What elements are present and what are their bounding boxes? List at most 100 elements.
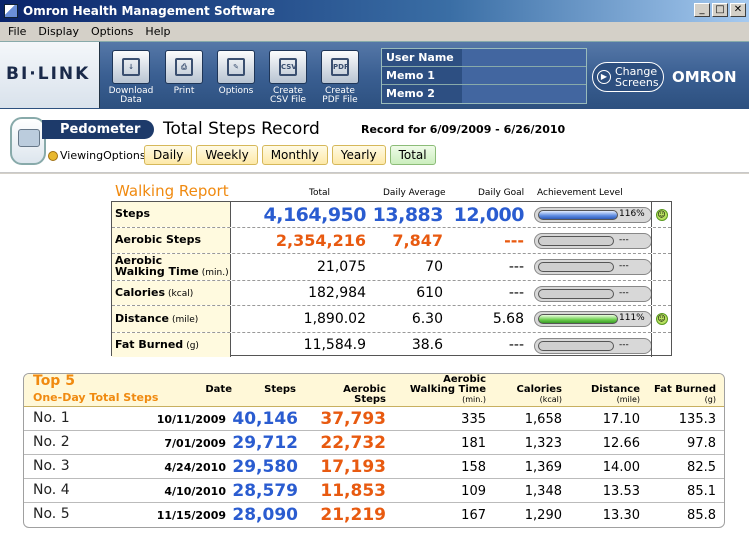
change-screens-label-2: Screens [615,76,659,89]
maximize-button[interactable]: □ [712,3,728,17]
change-screens-button[interactable]: ▶ Change Screens [592,62,664,92]
app-icon [4,4,18,18]
top5-table: Top 5 One-Day Total Steps Date Steps Aer… [23,373,725,528]
report-row-label: Aerobic Steps [112,228,231,253]
memo1-row: Memo 1 [382,67,586,85]
report-daily-average: 6.30 [368,306,443,332]
top5-steps: 28,090 [234,503,298,527]
user-name-row: User Name [382,49,586,67]
download-data-button[interactable]: ↓ Download Data [105,50,157,105]
col-fat-burned: Fat Burned (g) [650,385,716,405]
menu-bar: File Display Options Help [0,22,749,41]
minimize-button[interactable]: _ [694,3,710,17]
top5-aerobic-walking-time: 181 [424,431,486,455]
view-tabs: Daily Weekly Monthly Yearly Total [144,145,436,165]
csv-label-2: CSV File [262,96,314,105]
memo2-field[interactable] [462,85,586,103]
user-name-label: User Name [382,49,462,66]
pdf-icon: PDF [321,50,359,84]
top5-aerobic-steps: 37,793 [314,407,386,431]
top5-aerobic-walking-time: 109 [424,479,486,503]
tab-daily[interactable]: Daily [144,145,192,165]
report-row-label: Fat Burned (g) [112,333,231,357]
walking-report-title: Walking Report [115,182,229,200]
col-total: Total [309,188,330,198]
menu-options[interactable]: Options [85,25,139,38]
smile-icon: ☺ [656,313,668,325]
title-bar: Omron Health Management Software _ □ ✕ [0,0,749,22]
top5-row: No. 3 4/24/2010 29,580 17,193 158 1,369 14.00 8… [24,455,724,479]
top5-rank: No. 4 [33,482,70,498]
top5-rank: No. 5 [33,506,70,522]
top5-subtitle: One-Day Total Steps [33,391,158,404]
report-daily-average: 610 [368,281,443,305]
report-total: 182,984 [234,281,366,305]
col-daily-goal: Daily Goal [478,188,524,198]
report-daily-goal: --- [447,333,524,357]
report-row: Calories (kcal) 182,984 610 --- --- [112,281,671,306]
create-pdf-button[interactable]: PDF Create PDF File [314,50,366,105]
top5-distance: 14.00 [580,455,640,479]
print-button[interactable]: ⎙ Print [158,50,210,96]
report-daily-average: 13,883 [368,202,443,227]
download-icon: ↓ [112,50,150,84]
menu-display[interactable]: Display [32,25,85,38]
col-date: Date [174,385,232,395]
achievement-level-bar: --- [534,259,652,275]
menu-file[interactable]: File [2,25,32,38]
tab-weekly[interactable]: Weekly [196,145,257,165]
top5-date: 10/11/2009 [154,407,226,431]
menu-help[interactable]: Help [139,25,176,38]
memo2-row: Memo 2 [382,85,586,103]
close-button[interactable]: ✕ [730,3,746,17]
pdf-label-2: PDF File [314,96,366,105]
top5-date: 11/15/2009 [154,503,226,527]
col-achievement: Achievement Level [537,188,623,198]
top5-date: 4/24/2010 [154,455,226,479]
report-daily-goal: --- [447,254,524,280]
top5-row: No. 2 7/01/2009 29,712 22,732 181 1,323 12.66 9… [24,431,724,455]
tab-monthly[interactable]: Monthly [262,145,328,165]
tab-yearly[interactable]: Yearly [332,145,386,165]
report-total: 4,164,950 [234,202,366,227]
smile-icon: ☺ [656,209,668,221]
top5-fat-burned: 85.1 [650,479,716,503]
bilink-logo: BI·LINK [0,42,100,108]
col-distance: Distance (mile) [580,385,640,405]
report-row-label: Steps [112,202,231,227]
smile-cell [651,333,671,357]
top5-distance: 17.10 [580,407,640,431]
top5-fat-burned: 97.8 [650,431,716,455]
options-button[interactable]: ✎ Options [210,50,262,96]
pedometer-device-icon [10,117,46,165]
col-steps: Steps [246,385,296,395]
top5-calories: 1,369 [502,455,562,479]
tab-total[interactable]: Total [390,145,436,165]
report-row: Steps 4,164,950 13,883 12,000 116% ☺ [112,202,671,228]
user-memo-panel: User Name Memo 1 Memo 2 [381,48,587,104]
achievement-level-bar: --- [534,338,652,354]
bullet-icon [48,151,58,161]
report-daily-average: 70 [368,254,443,280]
user-name-field[interactable] [462,49,586,66]
page-header: Pedometer Total Steps Record Record for … [0,109,749,173]
toolbar: BI·LINK ↓ Download Data ⎙ Print ✎ Option… [0,41,749,109]
print-label: Print [158,87,210,96]
top5-aerobic-walking-time: 335 [424,407,486,431]
options-label: Options [210,87,262,96]
report-total: 2,354,216 [234,228,366,253]
achievement-percent: 116% [619,209,645,219]
report-total: 21,075 [234,254,366,280]
report-row: Distance (mile) 1,890.02 6.30 5.68 111% ☺ [112,306,671,333]
top5-rank: No. 2 [33,434,70,450]
top5-distance: 13.30 [580,503,640,527]
create-csv-button[interactable]: CSV Create CSV File [262,50,314,105]
top5-steps: 29,712 [234,431,298,455]
memo1-field[interactable] [462,67,586,84]
achievement-percent: --- [619,261,629,271]
report-daily-average: 7,847 [368,228,443,253]
viewing-options: ViewingOptions [48,149,146,162]
top5-steps: 28,579 [234,479,298,503]
top5-calories: 1,323 [502,431,562,455]
col-daily-average: Daily Average [383,188,446,198]
